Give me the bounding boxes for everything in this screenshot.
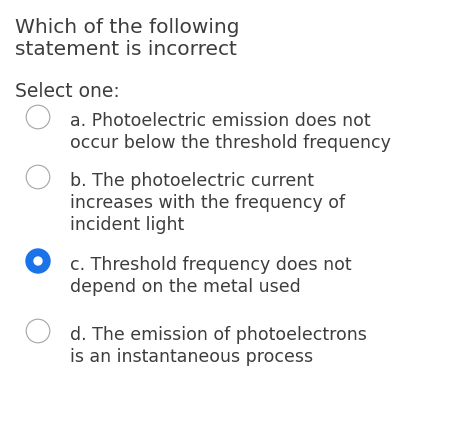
Text: c. Threshold frequency does not: c. Threshold frequency does not (70, 256, 351, 273)
Circle shape (34, 257, 42, 265)
Text: increases with the frequency of: increases with the frequency of (70, 194, 345, 211)
Text: Which of the following: Which of the following (15, 18, 239, 37)
Text: Select one:: Select one: (15, 82, 120, 101)
Circle shape (26, 319, 50, 343)
Text: statement is incorrect: statement is incorrect (15, 40, 237, 59)
Circle shape (26, 106, 50, 129)
Text: occur below the threshold frequency: occur below the threshold frequency (70, 134, 391, 151)
Text: d. The emission of photoelectrons: d. The emission of photoelectrons (70, 325, 367, 343)
Text: is an instantaneous process: is an instantaneous process (70, 347, 313, 365)
Text: depend on the metal used: depend on the metal used (70, 277, 301, 295)
Circle shape (26, 250, 50, 273)
Circle shape (27, 107, 49, 128)
Text: incident light: incident light (70, 216, 184, 233)
Circle shape (27, 321, 49, 342)
Circle shape (27, 167, 49, 188)
Text: a. Photoelectric emission does not: a. Photoelectric emission does not (70, 112, 370, 130)
Text: b. The photoelectric current: b. The photoelectric current (70, 171, 314, 190)
Circle shape (26, 166, 50, 189)
Circle shape (27, 251, 49, 272)
